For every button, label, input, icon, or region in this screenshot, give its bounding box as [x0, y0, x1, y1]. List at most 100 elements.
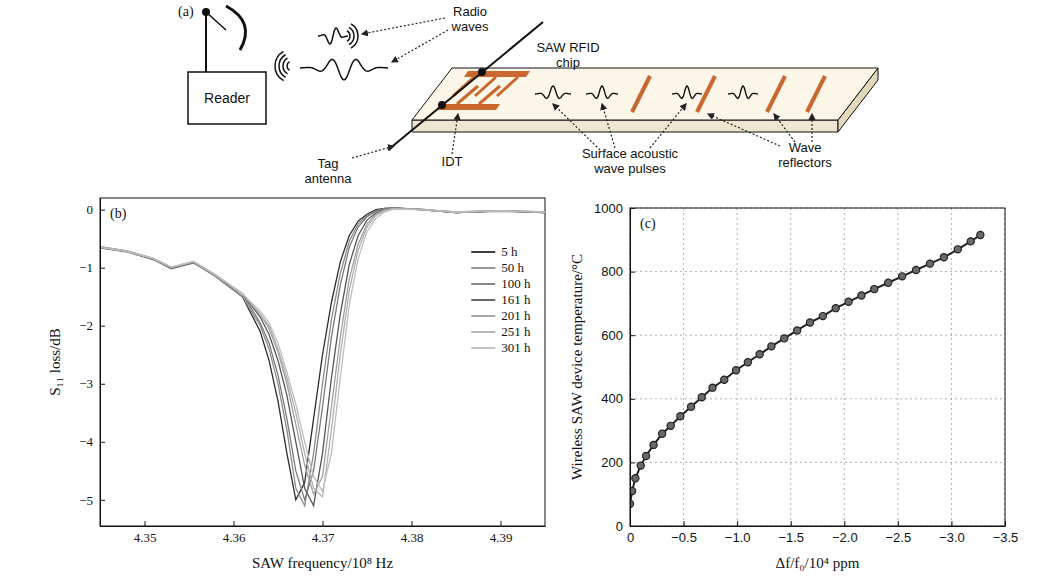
tick: −0.5 — [671, 521, 697, 545]
tick: 4.35 — [134, 521, 157, 545]
idt-bus — [464, 71, 530, 77]
data-line — [100, 208, 545, 506]
plot-frame — [100, 198, 545, 526]
tick: 0 — [616, 519, 635, 534]
tick: −1.5 — [778, 521, 804, 545]
tick-label: 200 — [601, 455, 623, 470]
data-point — [967, 238, 974, 245]
data-point — [632, 475, 639, 482]
data-line — [100, 208, 545, 505]
tick-mark — [100, 384, 105, 385]
grid-line — [951, 208, 952, 526]
tick: −3.5 — [993, 521, 1019, 545]
y-axis: 0 −1 −2 −3 −4 −5 — [79, 199, 105, 527]
legend-item: 301 h — [471, 340, 531, 355]
saw-pulse — [672, 86, 702, 98]
data-point — [858, 292, 865, 299]
tick-label: −2 — [79, 318, 93, 333]
tick: −3.0 — [939, 521, 965, 545]
dish — [226, 6, 246, 50]
legend-item: 251 h — [471, 324, 531, 339]
tick-label: −0.5 — [671, 530, 697, 545]
tick-mark — [100, 442, 105, 443]
tick: 1000 — [594, 201, 635, 216]
antenna-joint — [438, 101, 446, 109]
grid-line — [630, 462, 1005, 463]
tick: −2 — [79, 318, 105, 333]
reader-box — [188, 72, 266, 124]
pointer-line — [602, 104, 615, 148]
y-axis: 02004006008001000 — [594, 201, 635, 534]
tick-mark — [791, 521, 792, 526]
tick: 200 — [601, 455, 635, 470]
tick-mark — [100, 500, 105, 501]
data-point — [642, 452, 649, 459]
axis-line — [100, 199, 101, 527]
data-line — [100, 209, 545, 491]
data-point — [806, 319, 813, 326]
tick-mark — [234, 521, 235, 526]
tick-mark — [630, 462, 635, 463]
data-point — [768, 343, 775, 350]
tick-label: 0 — [87, 202, 94, 217]
tick-label: −1 — [79, 260, 93, 275]
tick-label: −5 — [79, 493, 93, 508]
tick-label: −1.0 — [725, 530, 751, 545]
legend-label: 50 h — [501, 260, 524, 275]
x-axis: 0−0.5−1.0−1.5−2.0−2.5−3.0−3.5 — [627, 521, 1018, 545]
y-axis-title: Wireless SAW device temperature/°C — [569, 254, 585, 480]
data-point — [871, 285, 878, 292]
tick-mark — [630, 335, 635, 336]
data-point — [885, 279, 892, 286]
reflector — [697, 76, 715, 112]
tick-mark — [1005, 521, 1006, 526]
legend-swatch — [471, 315, 495, 317]
data-point — [819, 313, 826, 320]
data-line — [630, 235, 980, 504]
saw-pulse — [728, 86, 758, 98]
tag-antenna — [388, 22, 543, 150]
tick-label: 4.35 — [134, 530, 157, 545]
tick-mark — [100, 268, 105, 269]
diagram: (a)ReaderRadiowavesSAW RFIDchipTagantenn… — [178, 4, 878, 186]
tick-label: −3 — [79, 376, 93, 391]
pointer-line — [392, 30, 448, 62]
grid-line — [790, 208, 791, 526]
reflector — [807, 76, 825, 112]
legend-label: 5 h — [501, 244, 518, 259]
tick-mark — [684, 521, 685, 526]
pointer-line — [650, 104, 686, 148]
chip-front — [412, 120, 838, 132]
data-point — [687, 403, 694, 410]
data-line — [100, 208, 545, 497]
tick-label: −3.0 — [939, 530, 965, 545]
panel-label: (c) — [640, 216, 656, 232]
legend-swatch — [471, 347, 495, 349]
dish-arm — [206, 12, 226, 30]
data-point — [659, 430, 666, 437]
data-point — [781, 335, 788, 342]
data-point — [637, 462, 644, 469]
figure: (a)ReaderRadiowavesSAW RFIDchipTagantenn… — [0, 0, 1042, 579]
panel-label: (a) — [178, 4, 194, 20]
tick-mark — [898, 521, 899, 526]
data-point — [912, 266, 919, 273]
pointer-line — [352, 146, 394, 158]
grid-line — [630, 271, 1005, 272]
legend-label: 301 h — [501, 340, 531, 355]
radio-pulse — [318, 28, 348, 44]
tick-label: −4 — [79, 434, 93, 449]
reflectors-label: Wavereflectors — [778, 140, 832, 170]
legend-swatch — [471, 251, 495, 253]
grid-line — [844, 208, 845, 526]
idt-label: IDT — [442, 154, 463, 169]
label-patch — [108, 205, 129, 223]
tick-mark — [630, 526, 635, 527]
legend: 5 h50 h100 h161 h201 h251 h301 h — [471, 244, 531, 355]
data-point — [954, 246, 961, 253]
chip-label: SAW RFIDchip — [536, 40, 599, 70]
data-point — [756, 351, 763, 358]
legend-label: 201 h — [501, 308, 531, 323]
saw-pulse — [535, 86, 571, 98]
y-axis-title: S₁₁ loss/dB — [47, 328, 63, 396]
